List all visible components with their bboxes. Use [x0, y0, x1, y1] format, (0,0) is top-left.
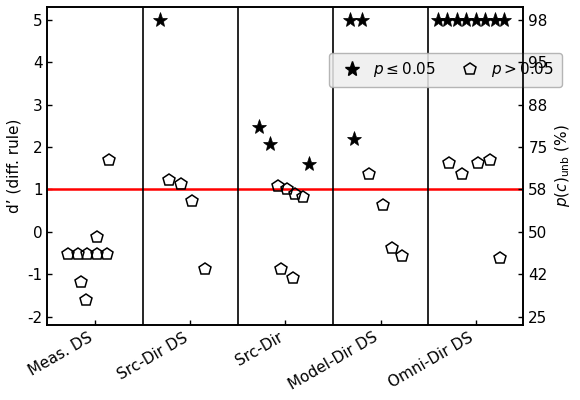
Y-axis label: $p(c)_{\mathrm{unb}}$ (%): $p(c)_{\mathrm{unb}}$ (%): [553, 125, 572, 208]
Legend: $p \leq 0.05$, $p > 0.05$: $p \leq 0.05$, $p > 0.05$: [329, 53, 562, 87]
Y-axis label: d’ (diff. rule): d’ (diff. rule): [7, 119, 22, 213]
